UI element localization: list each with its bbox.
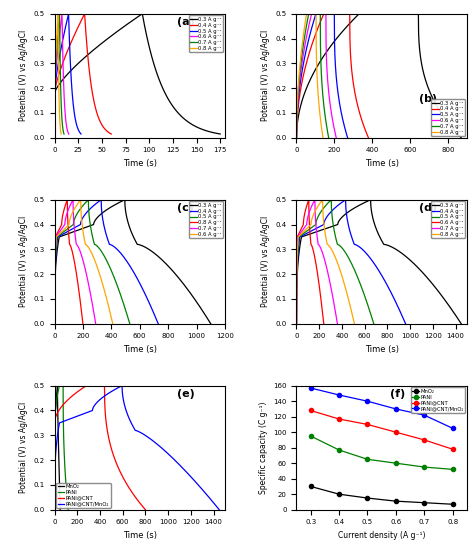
Y-axis label: Specific capacity (C g⁻¹): Specific capacity (C g⁻¹) [259, 402, 268, 494]
PANI@CNT [365, 421, 370, 428]
Legend: 0.3 A g⁻¹, 0.4 A g⁻¹, 0.5 A g⁻¹, 0.6 A g⁻¹, 0.7 A g⁻¹, 0.8 A g⁻¹: 0.3 A g⁻¹, 0.4 A g⁻¹, 0.5 A g⁻¹, 0.6 A g… [431, 99, 465, 136]
PANI [421, 464, 427, 471]
Line: MnO₂: MnO₂ [309, 484, 455, 506]
Legend: 0.3 A g⁻¹, 0.4 A g⁻¹, 0.5 A g⁻¹, 0.8 A g⁻¹, 0.7 A g⁻¹, 0.6 A g⁻¹: 0.3 A g⁻¹, 0.4 A g⁻¹, 0.5 A g⁻¹, 0.8 A g… [189, 201, 223, 239]
X-axis label: Time (s): Time (s) [123, 159, 157, 168]
X-axis label: Time (s): Time (s) [365, 159, 399, 168]
PANI@CNT/MnO₂ [336, 392, 342, 398]
PANI@CNT/MnO₂ [450, 425, 456, 431]
Y-axis label: Potential (V) vs Ag/AgCl: Potential (V) vs Ag/AgCl [19, 216, 28, 307]
X-axis label: Time (s): Time (s) [123, 345, 157, 354]
MnO₂ [450, 501, 456, 507]
Legend: 0.3 A g⁻¹, 0.4 A g⁻¹, 0.5 A g⁻¹, 0.6 A g⁻¹, 0.7 A g⁻¹, 0.8 A g⁻¹: 0.3 A g⁻¹, 0.4 A g⁻¹, 0.5 A g⁻¹, 0.6 A g… [431, 201, 465, 239]
PANI@CNT [393, 429, 399, 435]
Line: PANI: PANI [309, 434, 455, 472]
X-axis label: Time (s): Time (s) [123, 531, 157, 540]
Text: (b): (b) [419, 94, 438, 104]
PANI [365, 456, 370, 463]
PANI@CNT [450, 446, 456, 452]
PANI@CNT/MnO₂ [393, 406, 399, 412]
Y-axis label: Potential (V) vs Ag/AgCl: Potential (V) vs Ag/AgCl [261, 30, 270, 121]
Text: (c): (c) [177, 203, 194, 213]
MnO₂ [393, 498, 399, 505]
PANI [393, 460, 399, 467]
Text: (a): (a) [177, 18, 195, 28]
MnO₂ [336, 491, 342, 498]
Text: (e): (e) [177, 390, 195, 399]
Legend: MnO₂, PANI, PANI@CNT, PANI@CNT/MnO₂: MnO₂, PANI, PANI@CNT, PANI@CNT/MnO₂ [56, 483, 110, 508]
Text: (d): (d) [419, 203, 438, 213]
PANI [308, 433, 313, 439]
PANI@CNT/MnO₂ [421, 412, 427, 418]
Y-axis label: Potential (V) vs Ag/AgCl: Potential (V) vs Ag/AgCl [19, 30, 28, 121]
Legend: MnO₂, PANI, PANI@CNT, PANI@CNT/MnO₂: MnO₂, PANI, PANI@CNT, PANI@CNT/MnO₂ [411, 387, 465, 413]
PANI@CNT/MnO₂ [365, 398, 370, 404]
MnO₂ [421, 499, 427, 506]
PANI [336, 447, 342, 453]
Line: PANI@CNT/MnO₂: PANI@CNT/MnO₂ [309, 386, 455, 430]
Y-axis label: Potential (V) vs Ag/AgCl: Potential (V) vs Ag/AgCl [261, 216, 270, 307]
MnO₂ [308, 483, 313, 490]
MnO₂ [365, 495, 370, 501]
PANI@CNT [421, 436, 427, 443]
PANI@CNT/MnO₂ [308, 385, 313, 391]
Y-axis label: Potential (V) vs Ag/AgCl: Potential (V) vs Ag/AgCl [19, 402, 28, 493]
X-axis label: Time (s): Time (s) [365, 345, 399, 354]
PANI [450, 466, 456, 473]
Line: PANI@CNT: PANI@CNT [309, 408, 455, 451]
PANI@CNT [336, 415, 342, 422]
Text: (f): (f) [390, 390, 405, 399]
Legend: 0.3 A g⁻¹, 0.4 A g⁻¹, 0.5 A g⁻¹, 0.6 A g⁻¹, 0.7 A g⁻¹, 0.8 A g⁻¹: 0.3 A g⁻¹, 0.4 A g⁻¹, 0.5 A g⁻¹, 0.6 A g… [189, 15, 223, 52]
X-axis label: Current density (A g⁻¹): Current density (A g⁻¹) [338, 531, 426, 540]
PANI@CNT [308, 407, 313, 414]
